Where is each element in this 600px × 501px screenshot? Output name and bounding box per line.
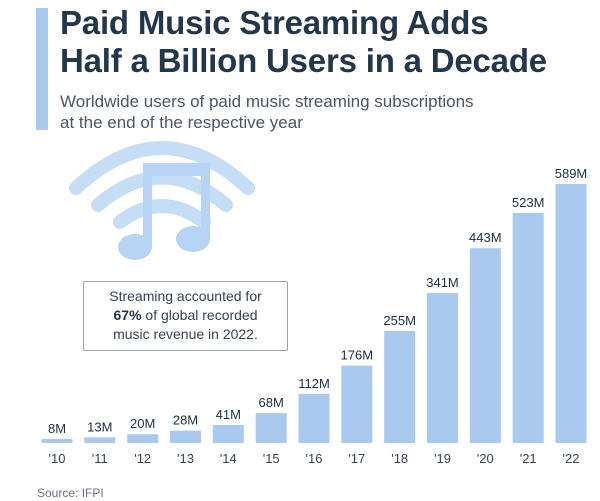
bar-10 bbox=[41, 439, 73, 443]
bar-series bbox=[41, 184, 587, 443]
x-tick-label: '14 bbox=[220, 451, 237, 466]
x-tick-label: '19 bbox=[434, 451, 451, 466]
x-tick-label: '21 bbox=[520, 451, 537, 466]
title-line-1: Paid Music Streaming Adds bbox=[60, 4, 489, 41]
value-label: 68M bbox=[259, 395, 284, 410]
value-label: 13M bbox=[87, 419, 112, 434]
music-note-head-right bbox=[176, 226, 210, 252]
x-tick-label: '22 bbox=[563, 451, 580, 466]
x-tick-label: '15 bbox=[263, 451, 280, 466]
bar-12 bbox=[127, 434, 159, 443]
title-accent-bar bbox=[36, 8, 48, 130]
bar-19 bbox=[427, 293, 458, 443]
value-label: 176M bbox=[341, 348, 374, 363]
x-tick-label: '17 bbox=[348, 451, 365, 466]
music-note-head-left bbox=[118, 234, 152, 260]
bar-21 bbox=[512, 213, 544, 443]
bar-11 bbox=[84, 437, 116, 443]
wifi-music-note-icon bbox=[69, 141, 255, 260]
chart-title: Paid Music Streaming Adds Half a Billion… bbox=[60, 4, 600, 80]
value-label: 8M bbox=[48, 421, 66, 436]
value-label: 41M bbox=[216, 407, 241, 422]
music-note-stem-left bbox=[143, 163, 152, 247]
value-label: 523M bbox=[512, 195, 545, 210]
music-note-beam bbox=[143, 163, 210, 176]
x-tick-label: '16 bbox=[306, 451, 323, 466]
x-axis-tick-labels: '10 '11 '12 '13 '14 '15 '16 '17 '18 '19 '20 '21 '22 bbox=[49, 451, 580, 466]
value-label: 255M bbox=[383, 313, 416, 328]
x-tick-label: '10 bbox=[49, 451, 66, 466]
value-label: 28M bbox=[173, 413, 198, 428]
value-label: 443M bbox=[469, 230, 502, 245]
callout-percentage: 67% bbox=[113, 307, 142, 323]
bar-13 bbox=[170, 430, 201, 443]
chart-subtitle: Worldwide users of paid music streaming … bbox=[60, 91, 590, 133]
bar-17 bbox=[341, 365, 373, 443]
x-tick-label: '18 bbox=[391, 451, 408, 466]
value-labels: 8M 13M 20M 28M 41M 68M 112M 176M 255M 341M 443M 523… bbox=[48, 166, 587, 436]
bar-15 bbox=[255, 413, 287, 443]
wifi-arc-middle bbox=[91, 170, 233, 212]
bar-22 bbox=[555, 184, 587, 443]
callout-line-2: 67% of global recorded bbox=[90, 306, 281, 325]
bar-20 bbox=[469, 248, 501, 443]
value-label: 341M bbox=[426, 275, 459, 290]
wifi-arc-inner bbox=[113, 199, 211, 229]
title-line-2: Half a Billion Users in a Decade bbox=[60, 42, 547, 79]
bar-16 bbox=[298, 393, 330, 443]
x-tick-label: '11 bbox=[92, 451, 108, 466]
wifi-arc-outer bbox=[69, 141, 255, 195]
value-label: 589M bbox=[555, 166, 588, 181]
bar-14 bbox=[212, 425, 244, 443]
callout-line-3: music revenue in 2022. bbox=[113, 326, 258, 342]
callout-line-2-text: of global recorded bbox=[141, 307, 258, 323]
music-note-stem-right bbox=[201, 163, 210, 239]
x-tick-label: '13 bbox=[177, 451, 194, 466]
callout-line-1: Streaming accounted for bbox=[109, 288, 262, 304]
value-label: 112M bbox=[298, 376, 330, 391]
x-tick-label: '20 bbox=[477, 451, 494, 466]
subtitle-line-2: at the end of the respective year bbox=[60, 113, 303, 132]
subtitle-line-1: Worldwide users of paid music streaming … bbox=[60, 92, 474, 111]
bar-18 bbox=[384, 330, 416, 443]
revenue-callout-box: Streaming accounted for 67% of global re… bbox=[83, 281, 288, 351]
source-note: Source: IFPI bbox=[37, 486, 104, 500]
value-label: 20M bbox=[130, 416, 155, 431]
x-tick-label: '12 bbox=[134, 451, 151, 466]
